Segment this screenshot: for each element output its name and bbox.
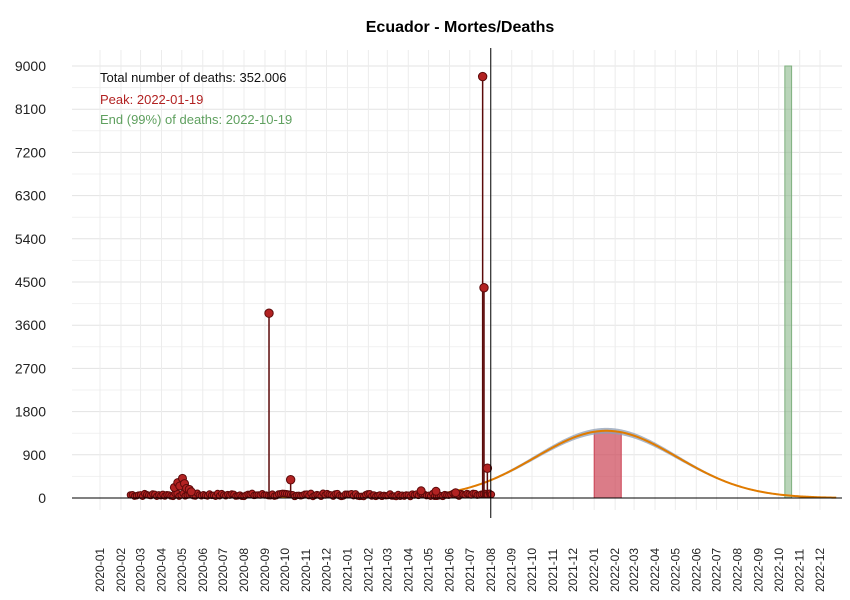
annotation-end: End (99%) of deaths: 2022-10-19 xyxy=(100,112,292,127)
y-tick-label: 5400 xyxy=(15,231,46,247)
x-tick-label: 2022-07 xyxy=(710,548,724,592)
end-band xyxy=(784,65,793,499)
annotation-total: Total number of deaths: 352.006 xyxy=(100,70,286,85)
spike-point xyxy=(477,71,488,82)
daily-point xyxy=(431,486,441,496)
annotation-peak: Peak: 2022-01-19 xyxy=(100,92,203,107)
y-tick-label: 900 xyxy=(23,447,47,463)
x-tick-label: 2020-12 xyxy=(319,548,333,592)
x-tick-label: 2022-05 xyxy=(668,548,682,592)
daily-point xyxy=(416,486,426,496)
x-tick-label: 2020-10 xyxy=(278,548,292,592)
x-tick-label: 2022-02 xyxy=(608,548,622,592)
axes: 0 900 1800 2700 3600 4500 5400 6300 7200 8100 9000… xyxy=(15,48,842,592)
spike-point xyxy=(479,283,489,293)
x-tick-label: 2020-07 xyxy=(216,548,230,592)
x-tick-label: 2022-09 xyxy=(751,548,765,592)
x-tick-label: 2020-03 xyxy=(134,548,148,592)
y-tick-label: 3600 xyxy=(15,317,46,333)
x-tick-label: 2020-11 xyxy=(299,549,313,592)
daily-point xyxy=(186,487,196,497)
x-tick-label: 2022-10 xyxy=(772,548,786,592)
x-tick-label: 2021-08 xyxy=(484,548,498,592)
daily-point xyxy=(451,488,461,498)
y-tick-label: 9000 xyxy=(15,58,46,74)
x-tick-label: 2022-08 xyxy=(731,548,745,592)
x-tick-label: 2021-03 xyxy=(380,548,394,592)
x-tick-label: 2022-04 xyxy=(648,548,662,592)
chart-title: Ecuador - Mortes/Deaths xyxy=(366,19,555,36)
x-tick-label: 2021-09 xyxy=(505,548,519,592)
y-tick-label: 8100 xyxy=(15,101,46,117)
y-tick-label: 4500 xyxy=(15,274,46,290)
fit-confidence-band xyxy=(471,427,836,498)
x-tick-label: 2020-05 xyxy=(175,548,189,592)
x-tick-label: 2020-04 xyxy=(155,548,169,592)
y-tick-label: 0 xyxy=(38,490,46,506)
y-tick-label: 2700 xyxy=(15,360,46,376)
x-tick-label: 2021-05 xyxy=(422,548,436,592)
x-tick-label: 2020-01 xyxy=(93,548,107,592)
x-tick-label: 2021-07 xyxy=(463,548,477,592)
peak-band xyxy=(593,430,622,499)
y-tick-label: 6300 xyxy=(15,188,46,204)
x-tick-label: 2022-06 xyxy=(689,548,703,592)
x-tick-label: 2021-02 xyxy=(361,548,375,592)
x-tick-label: 2022-03 xyxy=(627,548,641,592)
x-tick-label: 2020-06 xyxy=(196,548,210,592)
x-tick-label: 2021-06 xyxy=(443,548,457,592)
grid xyxy=(72,50,842,510)
x-tick-label: 2022-01 xyxy=(587,548,601,592)
x-tick-label: 2021-11 xyxy=(546,549,560,592)
spike-point xyxy=(482,463,493,473)
spike-point xyxy=(285,475,296,485)
x-tick-label: 2020-08 xyxy=(237,548,251,592)
x-tick-label: 2022-12 xyxy=(813,548,827,592)
x-tick-label: 2020-02 xyxy=(114,548,128,592)
x-tick-label: 2021-10 xyxy=(525,548,539,592)
x-tick-label: 2021-12 xyxy=(566,548,580,592)
x-tick-label: 2021-01 xyxy=(340,548,354,592)
x-tick-label: 2020-09 xyxy=(258,548,272,592)
y-tick-label: 1800 xyxy=(15,404,46,420)
x-tick-label: 2021-04 xyxy=(401,548,415,592)
y-tick-label: 7200 xyxy=(15,144,46,160)
daily-point xyxy=(487,490,496,499)
x-tick-label: 2022-11 xyxy=(793,549,807,592)
spike-point xyxy=(264,308,274,318)
